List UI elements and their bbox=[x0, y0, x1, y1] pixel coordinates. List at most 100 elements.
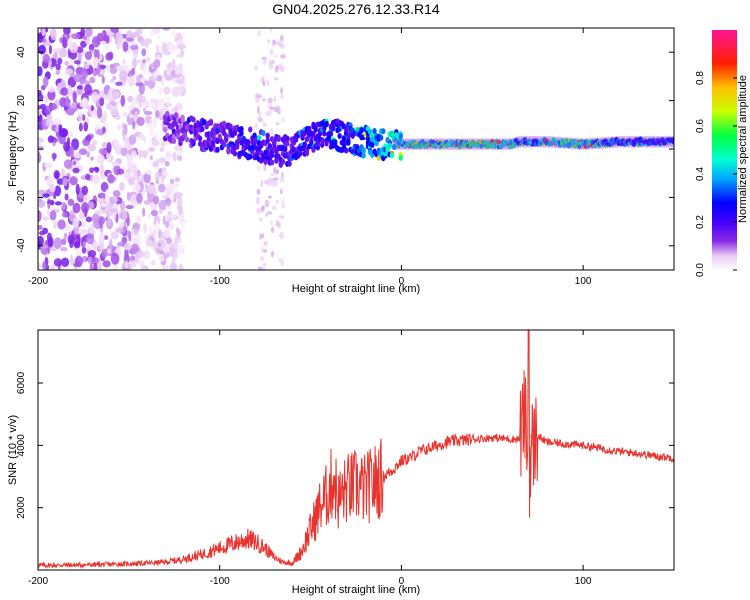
spectrogram-noise-cell bbox=[122, 58, 126, 65]
spectrogram-noise-cell bbox=[48, 45, 53, 55]
spectrogram-noise-cell bbox=[258, 112, 261, 118]
spectrogram-noise-cell bbox=[72, 152, 82, 159]
spectrogram-ridge-cell bbox=[372, 128, 377, 135]
spectrogram-noise-cell bbox=[260, 245, 264, 253]
spectrogram-noise-cell bbox=[174, 65, 181, 76]
spectrogram-noise-cell bbox=[84, 51, 93, 61]
spectrogram-noise-cell bbox=[146, 169, 153, 176]
spectrogram-noise-cell bbox=[98, 231, 105, 244]
spectrogram-noise-cell bbox=[105, 44, 109, 50]
spectrogram-ridge-cell bbox=[163, 126, 168, 133]
spectrogram-ridge-cell bbox=[208, 119, 214, 126]
spectrogram-noise-cell bbox=[163, 244, 168, 255]
spectrogram-noise-cell bbox=[274, 67, 279, 74]
spectrogram-ridge-cell bbox=[202, 119, 207, 126]
spectrogram-noise-cell bbox=[262, 98, 266, 102]
spectrogram-noise-cell bbox=[84, 62, 90, 70]
spectrogram-noise-cell bbox=[75, 183, 80, 196]
spectrogram-ridge-cell bbox=[337, 133, 342, 140]
spectrogram-noise-cell bbox=[281, 198, 285, 205]
spectrogram-noise-cell bbox=[43, 162, 53, 169]
spectrogram-noise-cell bbox=[165, 153, 174, 158]
spectrogram-noise-cell bbox=[265, 212, 268, 218]
spectrogram-noise-cell bbox=[144, 110, 153, 116]
y-tick-label: -20 bbox=[16, 190, 27, 205]
spectrogram-ridge-cell bbox=[324, 140, 329, 147]
spectrogram-noise-cell bbox=[38, 66, 43, 77]
spectrogram-ridge-cell bbox=[217, 133, 222, 140]
spectrogram-noise-cell bbox=[72, 91, 77, 103]
spectrogram-ridge-cell bbox=[315, 144, 321, 151]
spectrogram-ridge-cell bbox=[180, 114, 185, 121]
spectrogram-ridge-cell bbox=[285, 140, 290, 147]
spectrogram-noise-cell bbox=[280, 94, 284, 100]
spectrogram-noise-cell bbox=[86, 150, 90, 158]
spectrogram-noise-cell bbox=[65, 108, 75, 116]
spectrogram-noise-cell bbox=[175, 227, 180, 234]
spectrogram-noise-cell bbox=[64, 68, 74, 76]
spectrogram-noise-cell bbox=[62, 37, 68, 48]
spectrogram-noise-cell bbox=[101, 75, 105, 84]
spectrogram-noise-cell bbox=[99, 97, 105, 107]
y-tick-label: 40 bbox=[16, 46, 27, 58]
spectrogram-ridge-cell bbox=[361, 147, 366, 154]
spectrogram-noise-cell bbox=[263, 241, 268, 246]
spectrogram-ridge-cell bbox=[282, 145, 288, 152]
spectrogram-noise-cell bbox=[54, 185, 62, 197]
spectrogram-noise-cell bbox=[162, 264, 170, 270]
spectrogram-noise-cell bbox=[144, 123, 153, 129]
spectrogram-noise-cell bbox=[144, 80, 149, 87]
spectrogram-noise-cell bbox=[61, 238, 67, 246]
spectrogram-noise-cell bbox=[262, 57, 267, 65]
spectrogram-noise-cell bbox=[84, 84, 93, 96]
spectrogram-noise-cell bbox=[78, 148, 88, 156]
spectrogram-noise-cell bbox=[52, 220, 58, 229]
spectrogram-noise-cell bbox=[86, 233, 95, 245]
spectrogram-ridge-cell bbox=[256, 135, 262, 142]
spectrogram-noise-cell bbox=[269, 220, 273, 226]
spectrogram-noise-cell bbox=[81, 68, 88, 79]
spectrogram-noise-cell bbox=[128, 113, 134, 119]
spectrogram-noise-cell bbox=[174, 191, 183, 200]
spectrogram-noise-cell bbox=[69, 146, 75, 159]
spectrogram-noise-cell bbox=[94, 167, 100, 173]
spectrogram-noise-cell bbox=[47, 86, 56, 93]
spectrogram-noise-cell bbox=[106, 64, 110, 71]
spectrogram-ridge-cell bbox=[215, 146, 220, 153]
snr-frame bbox=[37, 329, 675, 571]
spectrogram-ridge-cell bbox=[245, 139, 251, 146]
spectrogram-ridge-cell bbox=[248, 153, 253, 160]
spectrogram-noise-cell bbox=[280, 64, 284, 70]
spectrogram-noise-cell bbox=[112, 62, 120, 67]
spectrogram-ridge-cell bbox=[263, 158, 268, 165]
spectrogram-noise-cell bbox=[270, 226, 275, 234]
spectrogram-noise-cell bbox=[157, 99, 165, 106]
spectrogram-ridge-cell bbox=[322, 130, 327, 137]
spectrogram-noise-cell bbox=[112, 190, 120, 198]
spectrogram-noise-cell bbox=[40, 244, 49, 249]
spectrogram-noise-cell bbox=[268, 109, 273, 116]
spectrogram-noise-cell bbox=[161, 47, 169, 55]
spectrogram-noise-cell bbox=[125, 37, 134, 42]
spectrogram-noise-cell bbox=[81, 255, 89, 263]
spectrogram-noise-cell bbox=[180, 220, 186, 230]
spectrogram-noise-cell bbox=[103, 235, 109, 240]
spectrogram-noise-cell bbox=[38, 33, 43, 43]
spectrogram-noise-cell bbox=[53, 237, 62, 249]
y-tick-label: 20 bbox=[16, 95, 27, 107]
spectrogram-noise-cell bbox=[174, 105, 178, 113]
colorbar: 0.0 0.2 0.4 0.6 0.8 Normalized spectral ampl… bbox=[695, 30, 749, 277]
spectrogram-noise-cell bbox=[165, 204, 172, 210]
spectrogram-ridge-cell bbox=[671, 137, 674, 142]
spectrogram-noise-cell bbox=[151, 139, 160, 147]
spectrogram-noise-cell bbox=[255, 196, 261, 205]
spectrogram-noise-cell bbox=[123, 254, 131, 264]
spectrogram-noise-cell bbox=[267, 180, 272, 187]
spectrogram-noise-cell bbox=[93, 48, 98, 59]
spectrogram-noise-cell bbox=[149, 155, 153, 161]
spectrogram-noise-cell bbox=[281, 116, 285, 123]
spectrogram-noise-cell bbox=[57, 57, 63, 65]
spectrogram-x-axis: -200 -100 0 100 bbox=[28, 28, 592, 287]
spectrogram-noise-cell bbox=[177, 43, 187, 50]
spectrogram-noise-cell bbox=[49, 210, 57, 221]
